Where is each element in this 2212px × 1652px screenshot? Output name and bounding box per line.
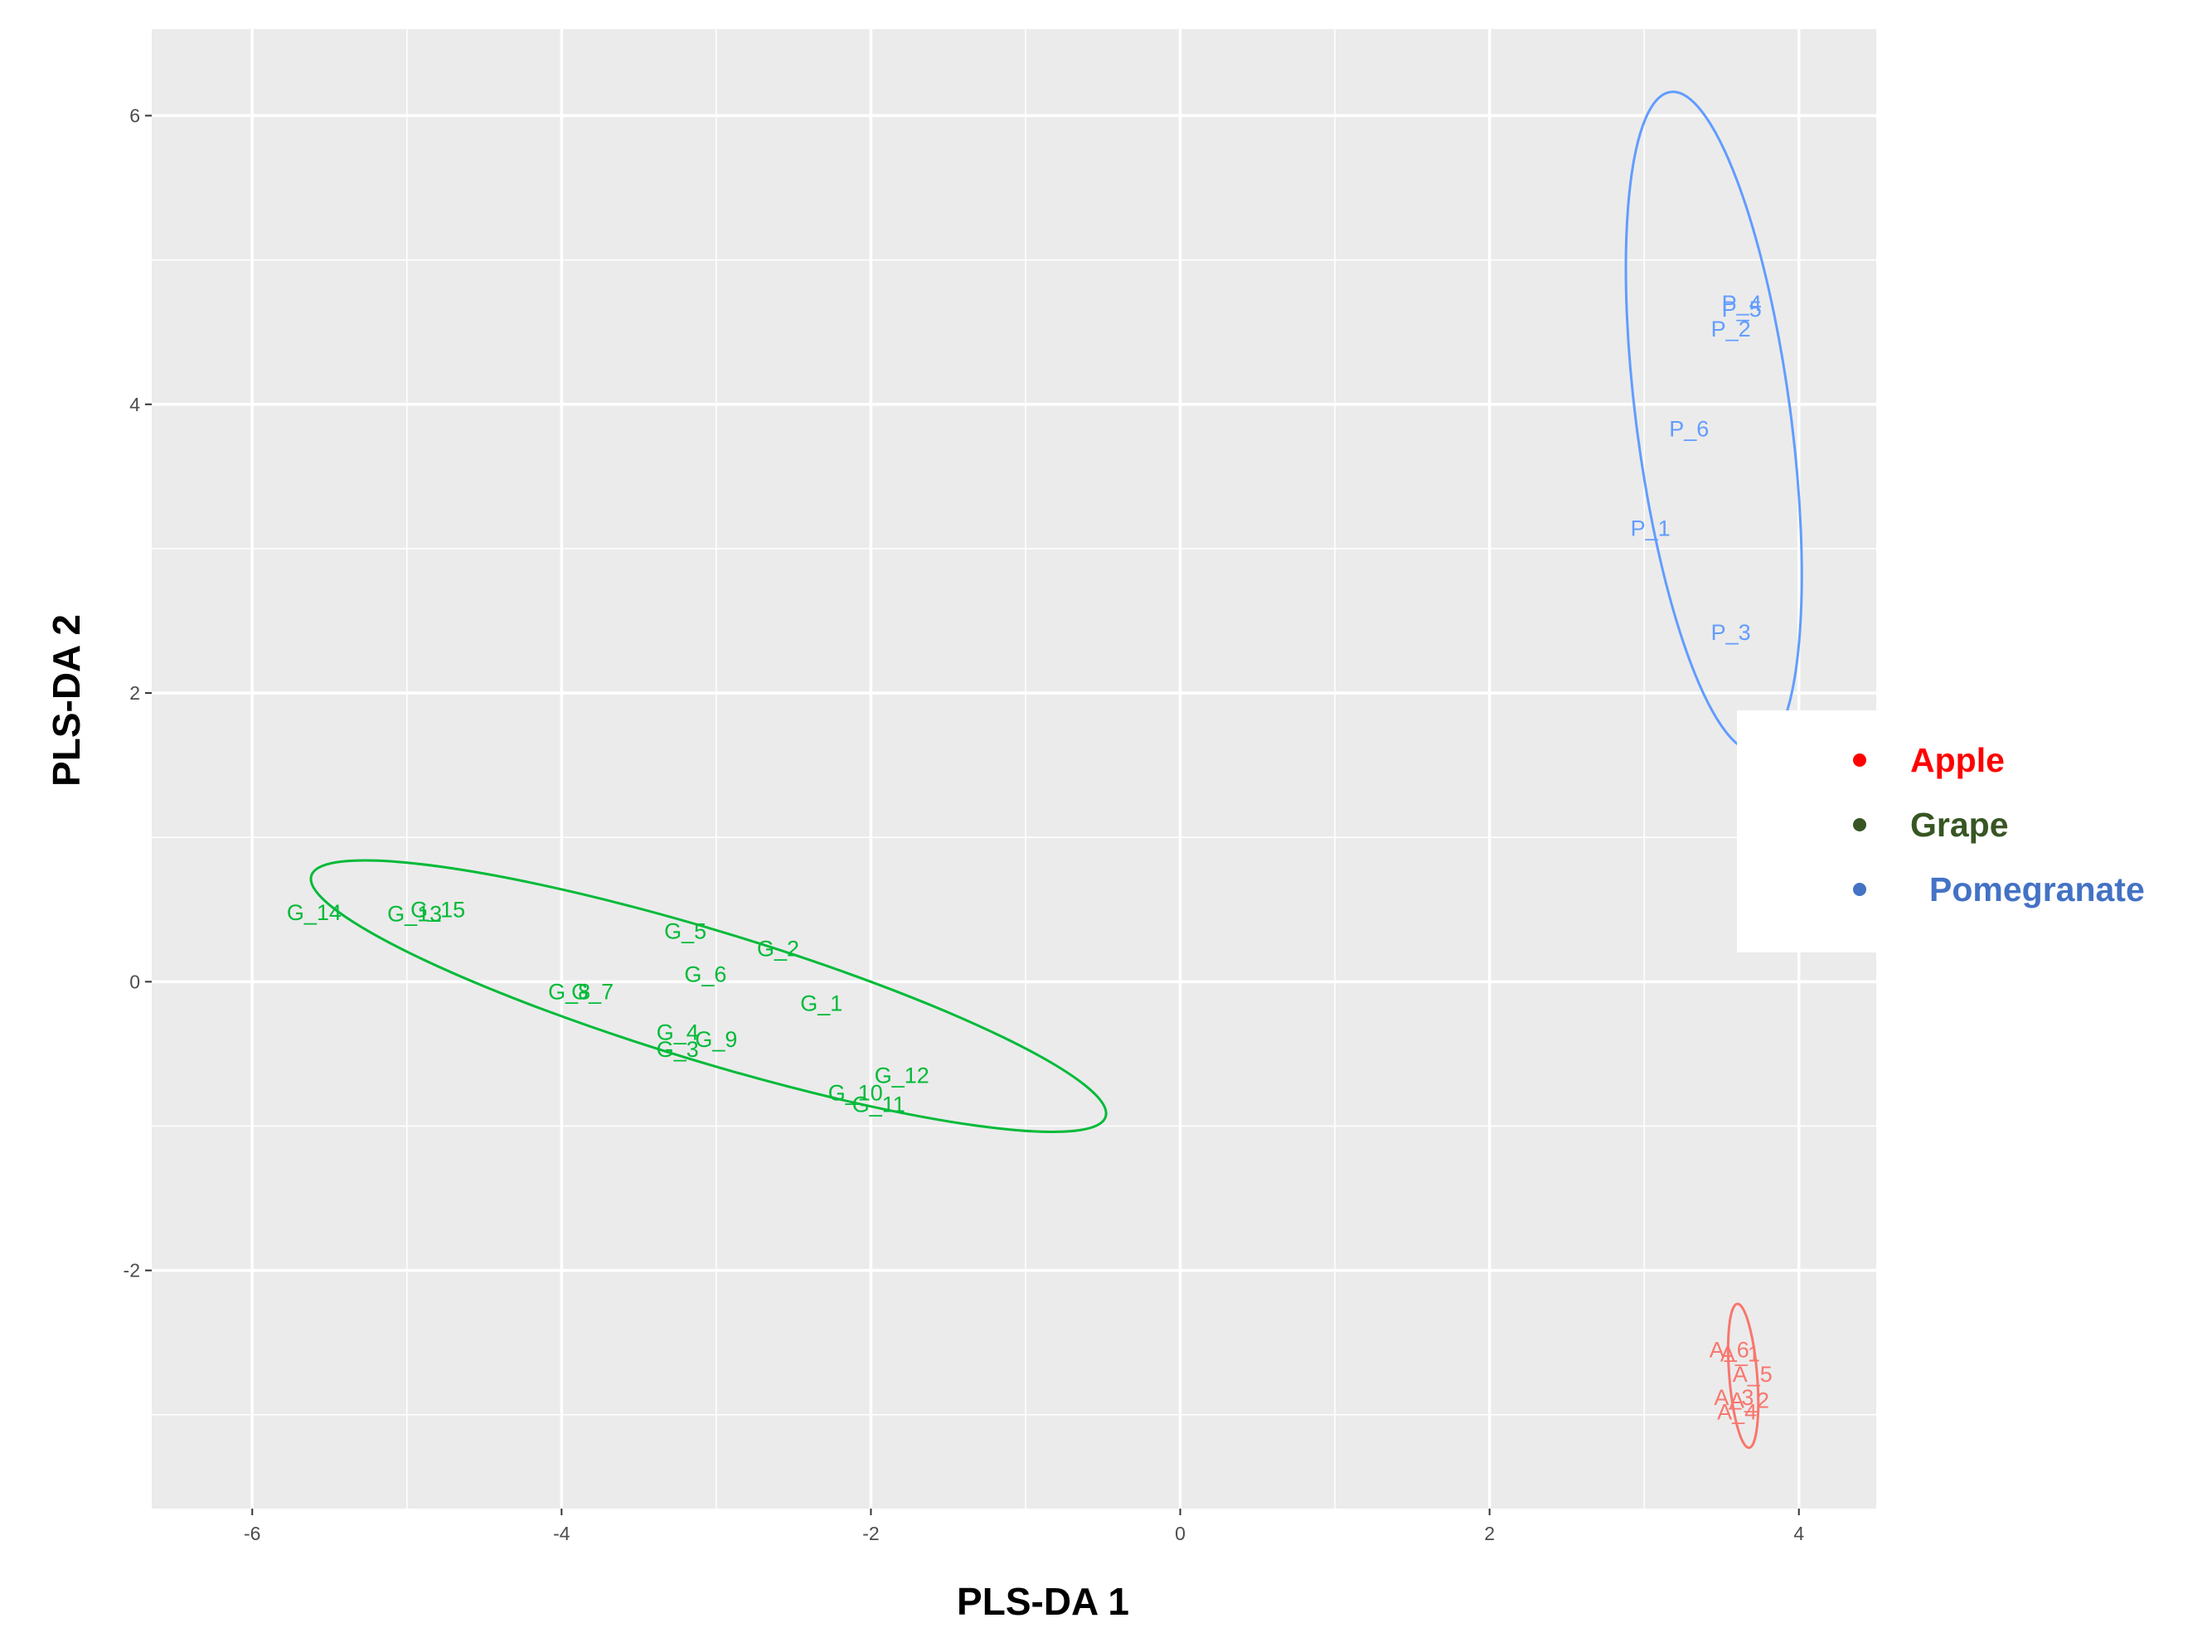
point-label: G_15 [410, 897, 465, 922]
point-label: A_3 [1714, 1385, 1754, 1410]
point-label: A_2 [1729, 1388, 1769, 1412]
point-label: A_1 [1720, 1342, 1760, 1367]
point-label: P_5 [1722, 297, 1762, 322]
y-tick-label: -2 [124, 1260, 140, 1281]
x-axis-ticks: -6 -4 -2 0 2 4 [244, 1509, 1804, 1544]
x-tick-label: -4 [553, 1523, 570, 1544]
x-tick-label: -6 [244, 1523, 260, 1544]
y-axis-title: PLS-DA 2 [45, 614, 88, 787]
point-label: G_13 [387, 902, 442, 927]
legend-label-apple: Apple [1910, 741, 2005, 779]
point-label: P_6 [1669, 416, 1709, 441]
ellipse-apple [1726, 1302, 1760, 1450]
point-label: P_1 [1631, 516, 1671, 541]
point-label: G_8 [548, 980, 590, 1005]
point-label: G_6 [684, 962, 726, 987]
grid-minor [152, 29, 1876, 1509]
plot-panel [152, 29, 1876, 1509]
point-label: G_9 [695, 1027, 737, 1052]
point-label: G_2 [757, 936, 799, 961]
y-tick-label: 2 [129, 682, 140, 704]
legend-box [1737, 710, 1878, 952]
point-label: G_14 [287, 900, 342, 925]
point-label: G_11 [852, 1092, 905, 1117]
legend-label-grape: Grape [1910, 806, 2009, 844]
x-tick-label: -2 [862, 1523, 879, 1544]
point-label: P_2 [1711, 317, 1751, 342]
point-label: G_12 [875, 1063, 929, 1088]
x-axis-title: PLS-DA 1 [957, 1580, 1129, 1623]
point-label: G_5 [664, 918, 706, 943]
x-tick-label: 4 [1793, 1523, 1804, 1544]
legend-key-pomegranate [1853, 883, 1866, 896]
point-label: G_1 [800, 991, 842, 1015]
point-label: A_6 [1710, 1337, 1749, 1362]
point-labels: A_6A_1A_5A_3A_2A_4 G_14 G_13G_15 G_5 G_2 G_6 G… [287, 291, 1773, 1424]
point-label: P_4 [1722, 291, 1762, 316]
point-label: G_7 [571, 980, 614, 1005]
point-label: G_4 [657, 1020, 699, 1044]
point-label: G_3 [657, 1037, 699, 1062]
y-axis-ticks: -2 0 2 4 6 [124, 104, 152, 1281]
legend-label-pomegranate: Pomegranate [1929, 870, 2145, 908]
point-label: G_10 [828, 1080, 883, 1105]
y-tick-label: 6 [129, 104, 140, 126]
point-label: A_5 [1733, 1362, 1773, 1387]
legend-key-grape [1853, 818, 1866, 831]
x-tick-label: 0 [1175, 1523, 1186, 1544]
y-tick-label: 4 [129, 394, 140, 415]
point-label: P_3 [1711, 620, 1751, 645]
x-tick-label: 2 [1484, 1523, 1495, 1544]
grid-major [152, 29, 1876, 1509]
ellipse-grape [309, 859, 1108, 1134]
legend-key-apple [1853, 753, 1866, 767]
y-tick-label: 0 [129, 971, 140, 992]
legend: Apple Grape Pomegranate [1737, 710, 2145, 952]
point-label: A_4 [1717, 1399, 1757, 1424]
